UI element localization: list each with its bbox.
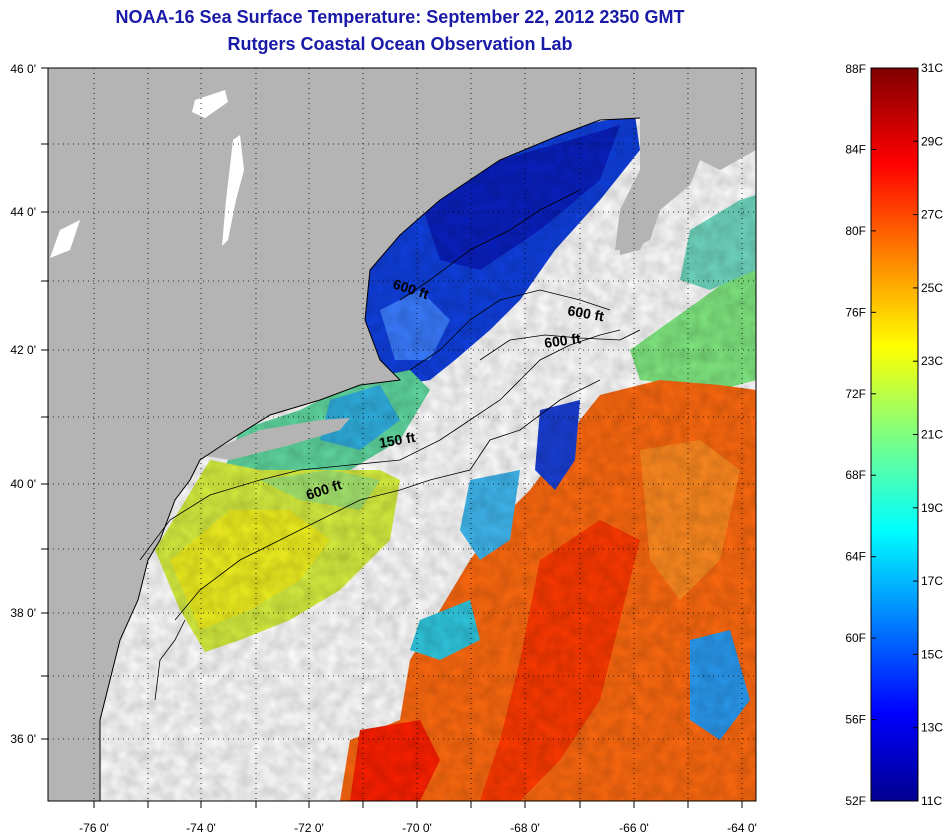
colorbar-c-label: 23C <box>921 354 943 368</box>
lon-tick-label: -74 0' <box>186 821 216 835</box>
contour-label: 600 ft <box>566 302 605 324</box>
colorbar-f-label: 80F <box>845 224 866 238</box>
contour-label: 600 ft <box>543 330 582 351</box>
colorbar-c-label: 27C <box>921 208 943 222</box>
latitude-labels: 46 0' 44 0' 42 0' 40 0' 38 0' 36 0' <box>10 62 36 746</box>
lon-tick-label: -64 0' <box>727 821 757 835</box>
graticule <box>48 68 756 801</box>
colorbar-c-label: 29C <box>921 134 943 148</box>
map-title: NOAA-16 Sea Surface Temperature: Septemb… <box>115 7 685 27</box>
colorbar-c-label: 15C <box>921 647 943 661</box>
coastline <box>99 117 641 801</box>
colorbar-c-label: 13C <box>921 721 943 735</box>
lat-tick-label: 44 0' <box>10 205 36 219</box>
lon-tick-label: -68 0' <box>510 821 540 835</box>
colorbar-c-label: 11C <box>921 794 942 808</box>
colorbar-f-label: 64F <box>845 550 866 564</box>
colorbar-f-label: 68F <box>845 468 866 482</box>
colorbar-f-label: 60F <box>845 631 866 645</box>
lon-tick-label: -70 0' <box>402 821 432 835</box>
colorbar-c-label: 19C <box>921 501 943 515</box>
lat-tick-label: 36 0' <box>10 732 36 746</box>
land <box>48 68 756 801</box>
colorbar-fahrenheit-labels: 88F 84F 80F 76F 72F 68F 64F 60F 56F 52F <box>845 62 876 808</box>
colorbar-f-label: 84F <box>845 142 866 156</box>
lakes <box>50 90 244 258</box>
lon-tick-label: -66 0' <box>619 821 649 835</box>
colorbar-f-label: 72F <box>845 387 866 401</box>
colorbar-c-label: 31C <box>921 61 943 75</box>
colorbar-f-label: 52F <box>845 794 866 808</box>
contour-label: 150 ft <box>378 429 417 451</box>
axis-ticks <box>41 67 743 808</box>
bathymetry-contours <box>139 189 641 701</box>
colorbar-c-label: 25C <box>921 281 943 295</box>
longitude-labels: -76 0' -74 0' -72 0' -70 0' -68 0' -66 0… <box>79 821 757 835</box>
colorbar-c-label: 21C <box>921 428 943 442</box>
map-border <box>47 67 757 802</box>
lat-tick-label: 42 0' <box>10 343 36 357</box>
map-subtitle: Rutgers Coastal Ocean Observation Lab <box>227 34 573 54</box>
lat-tick-label: 38 0' <box>10 606 36 620</box>
colorbar-f-label: 76F <box>845 305 866 319</box>
colorbar-f-label: 88F <box>845 62 866 76</box>
lat-tick-label: 40 0' <box>10 477 36 491</box>
colorbar-celsius-labels: 31C 29C 27C 25C 23C 21C 19C 17C 15C 13C 11C <box>913 61 943 808</box>
lon-tick-label: -72 0' <box>294 821 324 835</box>
colorbar <box>870 67 919 802</box>
lat-tick-label: 46 0' <box>10 62 36 76</box>
lon-tick-label: -76 0' <box>79 821 109 835</box>
colorbar-c-label: 17C <box>921 574 943 588</box>
colorbar-f-label: 56F <box>845 713 866 727</box>
